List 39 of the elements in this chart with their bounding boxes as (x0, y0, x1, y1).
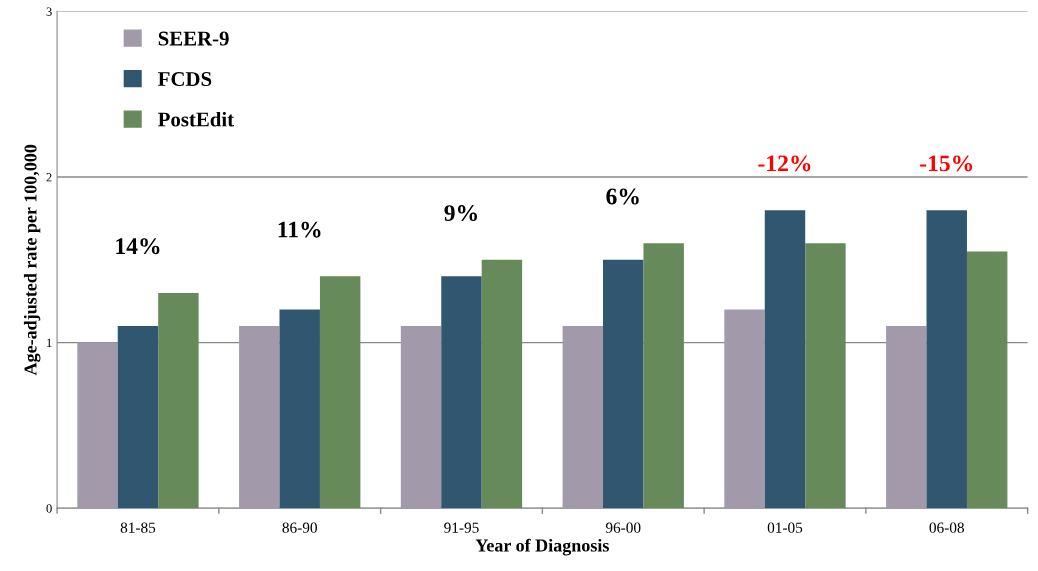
bar (117, 326, 159, 509)
annotation: -12% (758, 155, 811, 172)
bar (158, 292, 199, 509)
annotation: -15% (920, 155, 973, 172)
x-tick-label: 91-95 (444, 522, 479, 533)
y-tick-label: 2 (46, 173, 52, 182)
y-tick-label: 1 (47, 338, 52, 347)
bar (966, 251, 1008, 509)
annotation: 6% (606, 188, 639, 205)
bar (603, 259, 644, 509)
x-axis-title: Year of Diagnosis (475, 538, 609, 556)
bar (239, 326, 280, 509)
bar (77, 342, 118, 509)
bar (319, 276, 361, 509)
bar (724, 309, 765, 509)
bar (805, 243, 846, 509)
bar (400, 326, 442, 509)
x-tick-label: 06-08 (929, 522, 964, 533)
x-tick-label: 86-90 (282, 522, 317, 533)
legend-label: FCDS (158, 72, 212, 87)
annotation: 11% (278, 221, 321, 238)
bar (279, 309, 320, 509)
bar (926, 210, 967, 509)
x-tick-label: 96-00 (605, 522, 641, 533)
x-tick-label: 81-85 (120, 522, 156, 533)
y-axis-title: Age-adjusted rate per 100,000 (23, 144, 41, 376)
legend-label: SEER-9 (158, 31, 229, 46)
bar (562, 326, 604, 509)
x-tick-label: 01-05 (767, 522, 803, 533)
annotation: 9% (444, 205, 477, 222)
legend-label: PostEdit (158, 111, 234, 127)
bar (441, 276, 482, 509)
bar (643, 243, 684, 509)
y-tick-label: 0 (46, 504, 52, 513)
y-tick-label: 3 (46, 7, 52, 16)
bar (886, 326, 927, 509)
annotation: 14% (116, 238, 160, 255)
bar (481, 259, 523, 509)
bar (764, 210, 806, 509)
